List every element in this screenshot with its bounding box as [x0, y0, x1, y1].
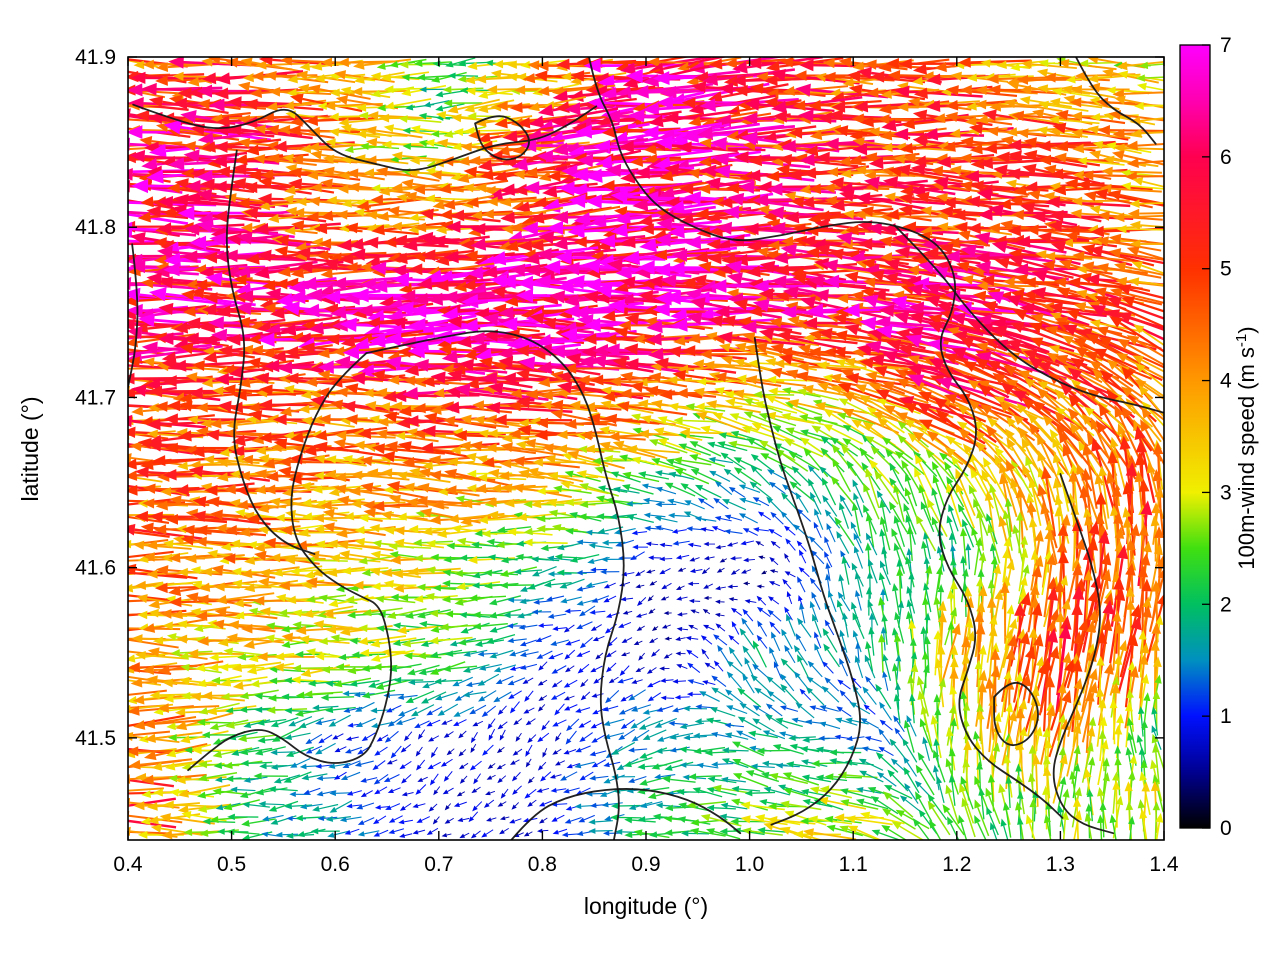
x-tick-label: 1.2	[942, 853, 971, 876]
y-tick-label: 41.6	[75, 557, 116, 580]
colorbar-tick-label: 3	[1220, 481, 1232, 504]
y-tick-label: 41.8	[75, 216, 116, 239]
axis-ticks: 0.4 0.5 0.6 0.7 0.8 0.9 1.0 1.1 1.2 1.3 1.4 41.5 41.…	[75, 46, 1179, 876]
plot-border	[127, 56, 1165, 841]
colorbar	[1179, 44, 1211, 829]
colorbar-ticks: 0 1 2 3 4 5 6 7	[1202, 34, 1232, 840]
y-axis-label: latitude (°)	[17, 396, 43, 501]
x-tick-label: 0.5	[217, 853, 246, 876]
x-tick-label: 0.8	[528, 853, 557, 876]
x-tick-label: 1.4	[1149, 853, 1179, 876]
colorbar-tick-label: 7	[1220, 34, 1232, 57]
x-tick-label: 0.6	[321, 853, 350, 876]
colorbar-tick-label: 1	[1220, 705, 1232, 728]
colorbar-tick-label: 2	[1220, 593, 1232, 616]
x-tick-label: 0.7	[424, 853, 453, 876]
x-tick-label: 1.0	[735, 853, 764, 876]
colorbar-tick-label: 4	[1220, 370, 1232, 393]
y-tick-label: 41.7	[75, 386, 116, 409]
colorbar-tick-label: 0	[1220, 817, 1232, 840]
x-tick-label: 0.9	[631, 853, 660, 876]
colorbar-label: 100m-wind speed (m s-1)	[1233, 326, 1259, 569]
colorbar-tick-label: 5	[1220, 258, 1232, 281]
x-tick-label: 1.3	[1046, 853, 1075, 876]
x-tick-label: 0.4	[113, 853, 143, 876]
y-tick-label: 41.9	[75, 46, 116, 69]
x-tick-label: 1.1	[839, 853, 868, 876]
x-axis-label: longitude (°)	[584, 893, 708, 919]
colorbar-tick-label: 6	[1220, 146, 1232, 169]
y-tick-label: 41.5	[75, 727, 116, 750]
